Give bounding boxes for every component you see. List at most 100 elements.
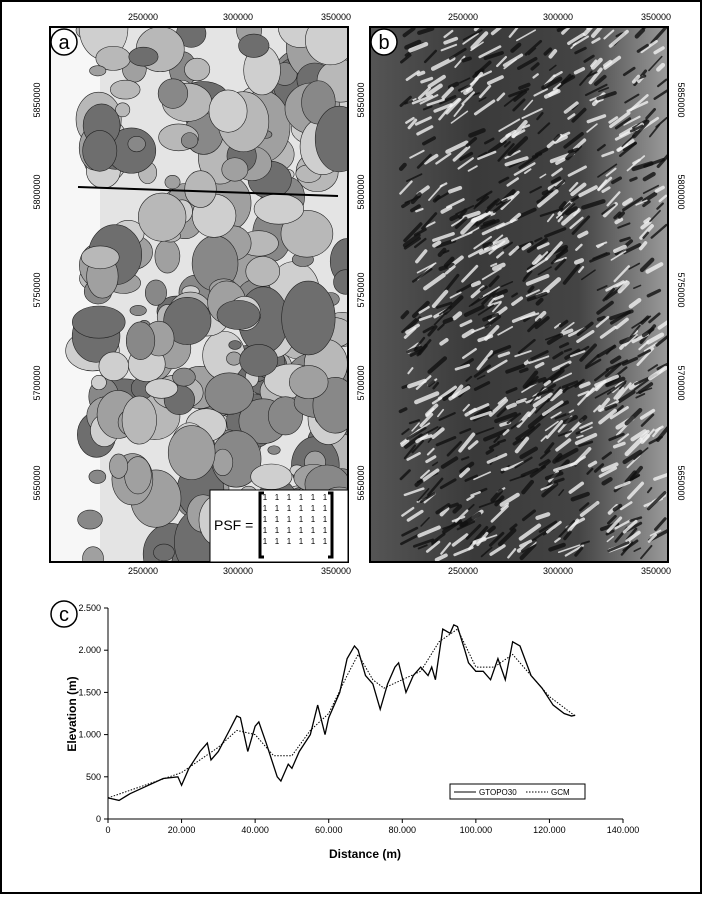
relief — [401, 165, 405, 169]
psf-cell: 1 — [299, 515, 304, 524]
relief — [599, 318, 604, 320]
contour — [254, 194, 304, 224]
relief — [631, 178, 636, 180]
psf-cell: 1 — [287, 493, 292, 502]
contour — [153, 544, 174, 561]
contour — [122, 396, 157, 444]
x-tick-label: 140.000 — [607, 825, 640, 835]
legend-label: GTOPO30 — [479, 788, 517, 797]
psf-cell: 1 — [299, 493, 304, 502]
y-tick-label: 5700000 — [356, 365, 366, 400]
relief — [450, 84, 457, 87]
map-b — [370, 16, 675, 562]
psf-cell: 1 — [299, 526, 304, 535]
psf-cell: 1 — [263, 526, 268, 535]
relief — [485, 244, 491, 246]
psf-cell: 1 — [323, 515, 328, 524]
contour — [168, 426, 215, 480]
panel-label: b — [378, 32, 389, 54]
x-tick-label: 300000 — [543, 12, 573, 22]
contour — [222, 158, 248, 181]
x-tick-label: 350000 — [321, 12, 351, 22]
relief — [465, 89, 471, 92]
psf-cell: 1 — [263, 537, 268, 546]
contour — [72, 306, 125, 338]
y-tick-label: 5750000 — [676, 272, 686, 307]
contour — [209, 90, 247, 132]
panel-label: c — [59, 604, 69, 626]
contour — [251, 464, 292, 489]
contour — [155, 239, 180, 273]
psf-cell: 1 — [311, 515, 316, 524]
psf-label: PSF = — [214, 517, 253, 533]
relief — [484, 317, 490, 319]
panel-label: a — [58, 32, 70, 54]
contour — [126, 322, 155, 360]
relief — [400, 409, 405, 411]
contour — [89, 470, 106, 483]
x-tick-label: 350000 — [641, 12, 671, 22]
psf-cell: 1 — [323, 493, 328, 502]
psf-cell: 1 — [287, 515, 292, 524]
psf-cell: 1 — [323, 537, 328, 546]
contour — [78, 510, 103, 529]
psf-cell: 1 — [287, 537, 292, 546]
contour — [158, 79, 188, 109]
y-tick-label: 5750000 — [32, 272, 42, 307]
psf-cell: 1 — [311, 526, 316, 535]
contour — [128, 136, 146, 151]
relief — [445, 319, 451, 322]
x-tick-label: 60.000 — [315, 825, 343, 835]
y-tick-label: 2.500 — [78, 603, 101, 613]
y-tick-label: 500 — [86, 772, 101, 782]
psf-cell: 1 — [287, 504, 292, 513]
relief — [463, 58, 470, 60]
relief — [576, 260, 582, 262]
contour — [91, 375, 106, 389]
y-tick-label: 5800000 — [356, 174, 366, 209]
psf-cell: 1 — [275, 526, 280, 535]
relief — [452, 216, 457, 219]
relief — [473, 283, 479, 285]
x-tick-label: 250000 — [128, 12, 158, 22]
y-tick-label: 5650000 — [356, 465, 366, 500]
psf-cell: 1 — [275, 515, 280, 524]
y-tick-label: 5850000 — [32, 82, 42, 117]
contour — [246, 256, 280, 286]
x-axis-label: Distance (m) — [329, 847, 401, 861]
contour — [282, 281, 336, 355]
relief — [581, 417, 585, 421]
y-tick-label: 5700000 — [676, 365, 686, 400]
x-tick-label: 350000 — [321, 566, 351, 576]
contour — [81, 246, 119, 269]
psf-cell: 1 — [299, 537, 304, 546]
x-tick-label: 80.000 — [389, 825, 417, 835]
x-tick-label: 100.000 — [460, 825, 493, 835]
y-tick-label: 1.000 — [78, 730, 101, 740]
y-tick-label: 5800000 — [676, 174, 686, 209]
relief — [485, 221, 494, 224]
y-tick-label: 5850000 — [676, 82, 686, 117]
contour — [268, 446, 280, 455]
contour — [181, 133, 198, 149]
psf-cell: 1 — [311, 493, 316, 502]
relief — [434, 243, 439, 246]
contour — [226, 352, 241, 365]
contour — [130, 305, 146, 315]
psf-cell: 1 — [299, 504, 304, 513]
psf-cell: 1 — [275, 537, 280, 546]
y-tick-label: 5650000 — [32, 465, 42, 500]
contour — [213, 449, 233, 476]
psf-cell: 1 — [275, 493, 280, 502]
psf-cell: 1 — [275, 504, 280, 513]
y-tick-label: 5700000 — [32, 365, 42, 400]
x-tick-label: 250000 — [128, 566, 158, 576]
contour — [90, 66, 106, 76]
contour — [83, 130, 117, 171]
psf-cell: 1 — [287, 526, 292, 535]
y-tick-label: 2.000 — [78, 645, 101, 655]
contour — [239, 34, 269, 57]
contour — [289, 366, 328, 399]
contour — [165, 175, 180, 189]
contour — [184, 58, 209, 81]
